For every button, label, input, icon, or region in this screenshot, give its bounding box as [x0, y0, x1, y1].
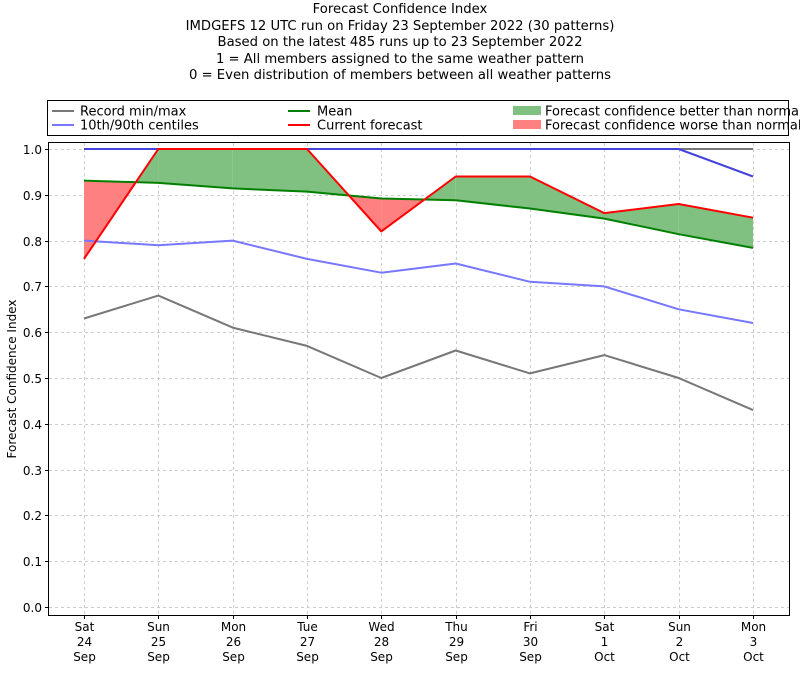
- x-tick-label: 29: [449, 635, 464, 649]
- x-tick-label: Thu: [444, 620, 468, 634]
- x-tick-label: 24: [77, 635, 92, 649]
- y-tick-label: 0.5: [23, 372, 42, 386]
- x-tick-label: Oct: [743, 650, 764, 664]
- x-tick-label: 3: [750, 635, 758, 649]
- legend: Record min/max 10th/90th centiles Mean C…: [47, 100, 800, 136]
- chart-subtitle-2: Based on the latest 485 runs up to 23 Se…: [217, 35, 583, 50]
- series-line-record-min: [83, 294, 754, 412]
- x-tick-label: 2: [676, 635, 684, 649]
- x-tick-label: 30: [523, 635, 538, 649]
- x-tick-label: Oct: [594, 650, 615, 664]
- fill-better-than-normal: [158, 149, 233, 189]
- chart-subtitle-3: 1 = All members assigned to the same wea…: [215, 51, 585, 67]
- legend-swatch-better: [513, 106, 541, 115]
- y-tick-label: 0.6: [23, 326, 42, 340]
- fill-better-than-normal: [455, 176, 530, 209]
- y-tick-label: 1.0: [23, 143, 42, 157]
- x-tick-label: 25: [151, 635, 166, 649]
- chart-title: Forecast Confidence Index: [312, 2, 488, 17]
- grid: [49, 143, 789, 615]
- x-tick-label: 27: [300, 635, 315, 649]
- chart-title-block: Forecast Confidence Index IMDGEFS 12 UTC…: [0, 2, 800, 85]
- legend-label-better: Forecast confidence better than normal: [545, 105, 800, 120]
- chart-subtitle-4: 0 = Even distribution of members between…: [188, 68, 612, 83]
- y-tick-label: 0.8: [23, 235, 42, 249]
- x-tick-label: Oct: [669, 650, 690, 664]
- x-tick-label: Sat: [595, 620, 615, 634]
- series-line-current-forecast: [83, 148, 754, 260]
- legend-label-worse: Forecast confidence worse than normal: [545, 119, 800, 134]
- x-tick-label: Mon: [741, 620, 766, 634]
- fill-better-than-normal: [530, 176, 605, 219]
- x-tick-label: Sun: [147, 620, 170, 634]
- y-axis-label: Forecast Confidence Index: [5, 300, 19, 459]
- fill-better-than-normal: [232, 149, 307, 192]
- x-tick-label: 28: [374, 635, 389, 649]
- y-tick-label: 0.3: [23, 464, 42, 478]
- series-line-mean: [83, 179, 754, 249]
- y-tick-label: 0.7: [23, 280, 42, 294]
- chart-subtitle-1: IMDGEFS 12 UTC run on Friday 23 Septembe…: [185, 18, 615, 34]
- x-tick-label: Sat: [75, 620, 95, 634]
- y-tick-label: 0.2: [23, 509, 42, 523]
- x-tick-label: Sep: [519, 650, 542, 664]
- legend-label-centiles: 10th/90th centiles: [80, 119, 199, 134]
- x-axis: Sat24SepSun25SepMon26SepTue27SepWed28Sep…: [73, 615, 766, 664]
- x-tick-label: Sep: [73, 650, 96, 664]
- x-tick-label: 26: [226, 635, 241, 649]
- y-tick-label: 0.0: [23, 601, 42, 615]
- y-tick-label: 0.1: [23, 555, 42, 569]
- x-tick-label: Fri: [523, 620, 537, 634]
- x-tick-label: 1: [601, 635, 609, 649]
- x-tick-label: Mon: [221, 620, 246, 634]
- legend-label-record: Record min/max: [80, 105, 187, 120]
- x-tick-label: Sep: [147, 650, 170, 664]
- legend-label-mean: Mean: [317, 105, 352, 120]
- y-axis: 0.0 0.1 0.2 0.3 0.4 0.5 0.6 0.7 0.8 0.9 1.0: [23, 143, 49, 615]
- legend-swatch-worse: [513, 120, 541, 129]
- x-tick-label: Wed: [368, 620, 394, 634]
- legend-box: [47, 100, 789, 136]
- series-line-10th-centile: [83, 239, 754, 324]
- x-tick-label: Sep: [370, 650, 393, 664]
- x-tick-label: Sep: [445, 650, 468, 664]
- series-lines: [83, 148, 754, 412]
- legend-label-current: Current forecast: [317, 119, 423, 134]
- x-tick-label: Sep: [296, 650, 319, 664]
- x-tick-label: Tue: [296, 620, 318, 634]
- y-tick-label: 0.4: [23, 418, 42, 432]
- x-tick-label: Sun: [668, 620, 691, 634]
- y-tick-label: 0.9: [23, 189, 42, 203]
- x-tick-label: Sep: [222, 650, 245, 664]
